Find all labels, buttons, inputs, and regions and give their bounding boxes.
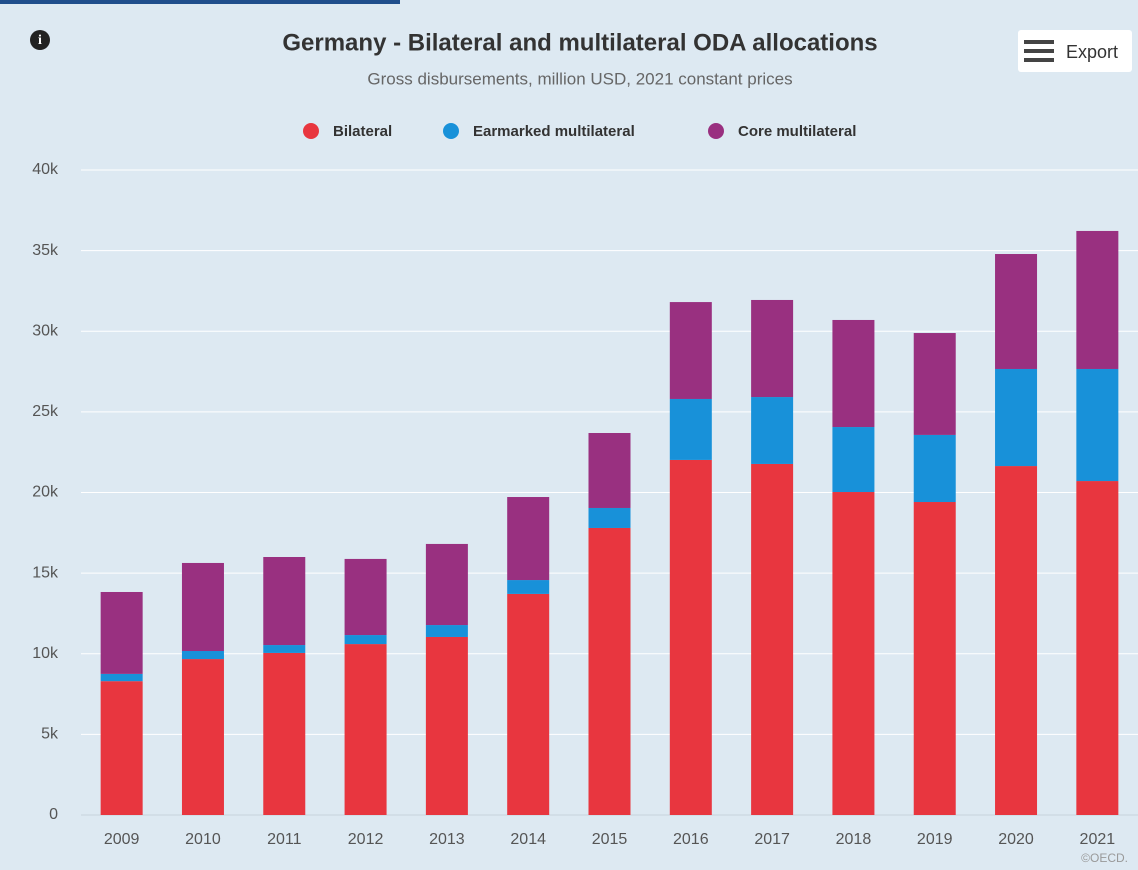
x-tick-label: 2011 [267, 831, 302, 848]
chart-title: Germany - Bilateral and multilateral ODA… [282, 29, 877, 56]
x-tick-label: 2010 [185, 831, 221, 848]
bar-segment [100, 673, 143, 682]
bar-segment [832, 492, 875, 815]
bar-segment [344, 635, 387, 645]
info-glyph: i [38, 33, 42, 48]
bar-segment [669, 459, 712, 815]
bar-segment [669, 302, 712, 399]
bar-segment [588, 432, 631, 508]
y-tick-label: 5k [41, 726, 59, 743]
export-button[interactable]: Export [1018, 30, 1132, 72]
x-tick-label: 2021 [1080, 831, 1116, 848]
bar-segment [263, 652, 306, 815]
legend-marker [443, 123, 459, 139]
y-tick-label: 20k [32, 484, 59, 501]
x-tick-label: 2009 [104, 831, 140, 848]
y-tick-label: 40k [32, 161, 59, 178]
bar-segment [507, 497, 550, 581]
menu-bar [1024, 58, 1054, 62]
x-tick-label: 2013 [429, 831, 465, 848]
bar-segment [344, 644, 387, 815]
bar-segment [588, 527, 631, 815]
legend-marker [708, 123, 724, 139]
bar-segment [344, 558, 387, 636]
bar-segment [263, 645, 306, 653]
bar-segment [425, 636, 468, 815]
menu-bar [1024, 40, 1054, 44]
bar-segment [832, 319, 875, 428]
bar-segment [588, 507, 631, 528]
bar-segment [995, 466, 1038, 815]
bar-segment [425, 543, 468, 626]
bar-segment [507, 593, 550, 815]
bar-segment [181, 651, 224, 660]
bar-segment [100, 591, 143, 674]
y-tick-label: 0 [49, 806, 58, 823]
legend-marker [303, 123, 319, 139]
x-tick-label: 2012 [348, 831, 384, 848]
bar-segment [181, 562, 224, 652]
y-tick-label: 30k [32, 322, 59, 339]
bar-segment [913, 333, 956, 435]
legend-label: Bilateral [333, 123, 392, 140]
x-tick-label: 2015 [592, 831, 628, 848]
bar-segment [995, 254, 1038, 369]
credit: ©OECD. [1081, 851, 1128, 865]
x-tick-label: 2019 [917, 831, 953, 848]
bar-segment [751, 397, 794, 464]
bar-segment [913, 434, 956, 503]
top-strip [0, 0, 400, 4]
y-tick-label: 15k [32, 564, 59, 581]
y-tick-label: 25k [32, 403, 59, 420]
bar-segment [832, 427, 875, 493]
legend-label: Core multilateral [738, 123, 856, 140]
bar-segment [263, 557, 306, 646]
bar-segment [751, 463, 794, 815]
bar-segment [669, 398, 712, 460]
bar-segment [100, 681, 143, 815]
x-tick-label: 2017 [754, 831, 790, 848]
legend-label: Earmarked multilateral [473, 123, 635, 140]
chart-subtitle: Gross disbursements, million USD, 2021 c… [367, 69, 792, 88]
export-label[interactable]: Export [1066, 42, 1118, 62]
bar-segment [1076, 481, 1119, 815]
bar-segment [425, 625, 468, 637]
x-tick-label: 2020 [998, 831, 1034, 848]
bar-segment [995, 368, 1038, 467]
x-tick-label: 2016 [673, 831, 709, 848]
bar-segment [1076, 368, 1119, 482]
bar-segment [507, 580, 550, 594]
y-tick-label: 10k [32, 645, 59, 662]
x-tick-label: 2014 [510, 831, 546, 848]
bar-segment [913, 502, 956, 815]
bar-segment [1076, 230, 1119, 369]
x-tick-label: 2018 [836, 831, 872, 848]
bar-segment [751, 299, 794, 398]
menu-bar [1024, 49, 1054, 53]
bar-segment [181, 659, 224, 815]
y-tick-label: 35k [32, 242, 59, 259]
info-icon[interactable] [30, 30, 50, 50]
